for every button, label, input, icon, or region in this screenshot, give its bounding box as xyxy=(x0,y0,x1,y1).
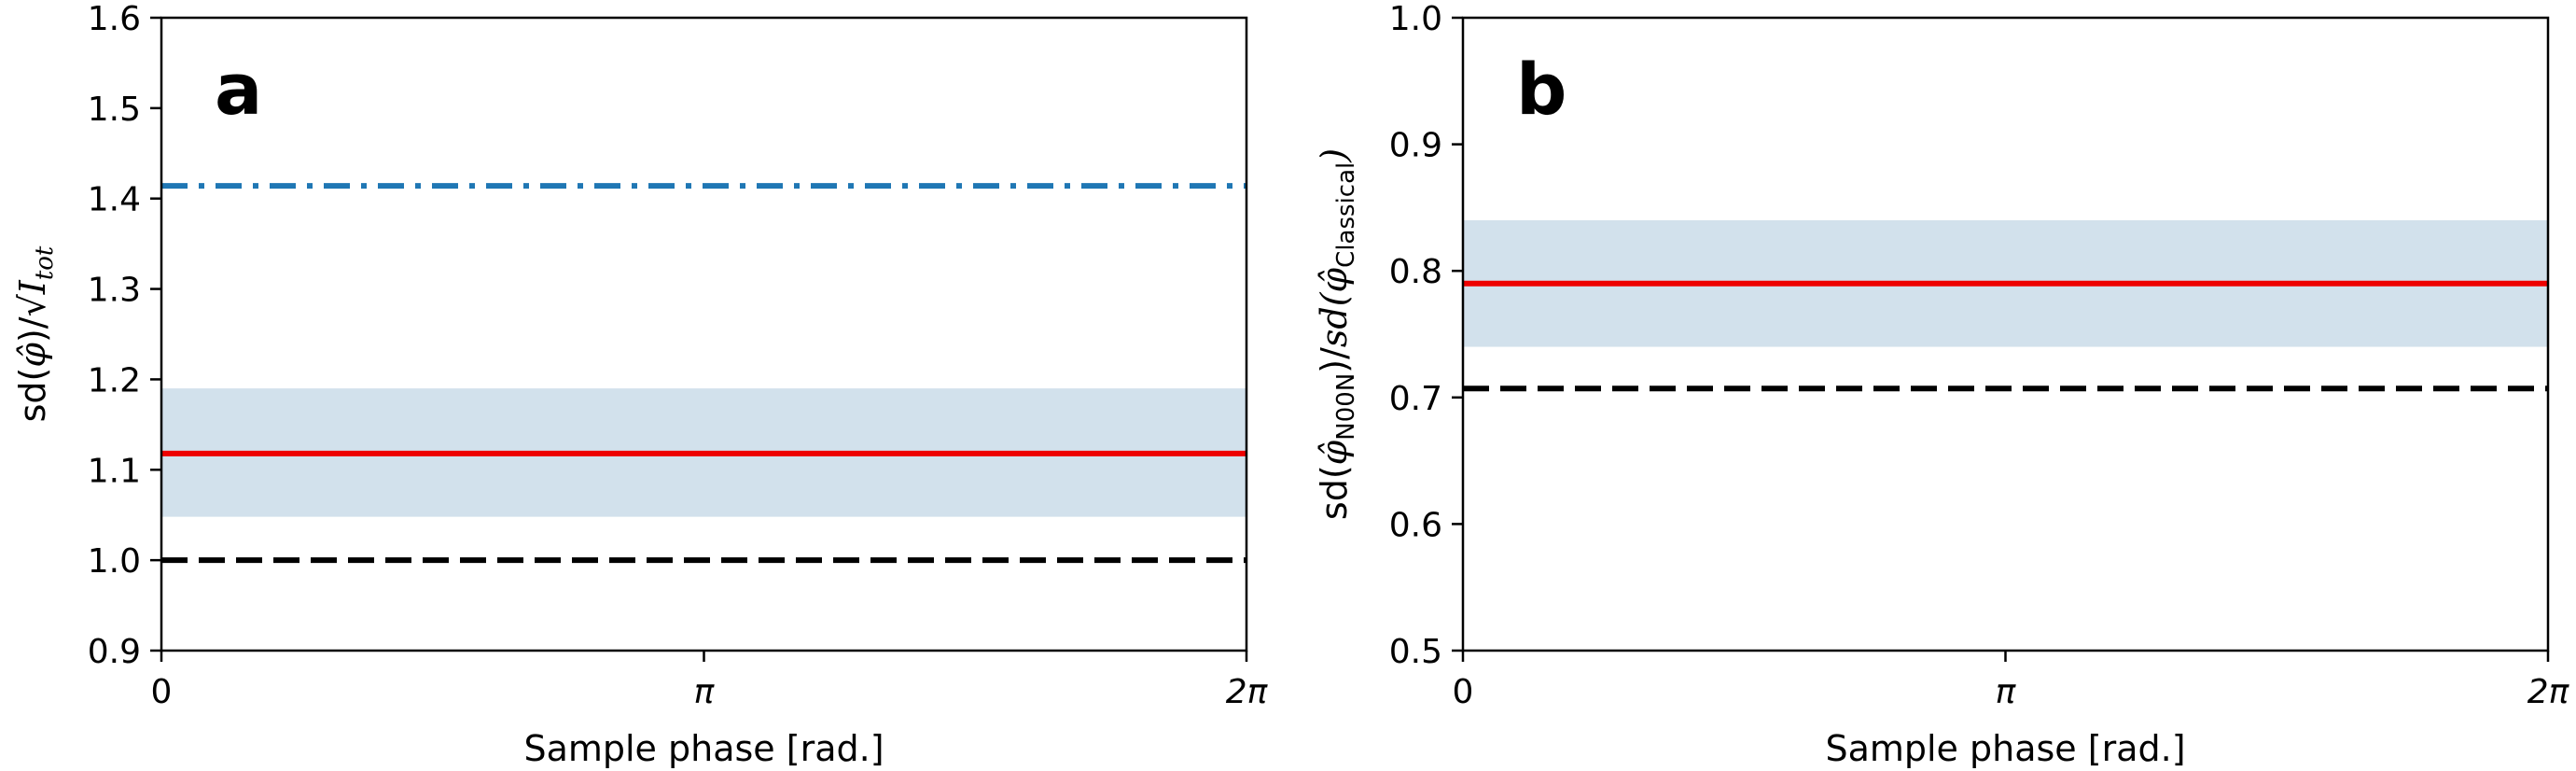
y-tick-label-a: 1.0 xyxy=(88,542,141,581)
series-group-a xyxy=(161,183,1246,564)
y-tick-label-b: 0.7 xyxy=(1389,380,1442,418)
ylabel-b-sub2: Classical xyxy=(1332,162,1360,268)
ylabel-b-close: ) xyxy=(1314,148,1355,163)
ylabel-b-open: ( xyxy=(1314,291,1355,306)
y-ticks-b: 0.5 0.6 0.7 0.8 0.9 1.0 xyxy=(1389,0,1463,671)
ylabel-a-phi: φ̂ xyxy=(12,343,53,368)
y-axis-label-b: sd(φ̂N00N)/sd(φ̂Classical) xyxy=(1314,148,1360,520)
y-tick-label-a: 1.3 xyxy=(88,272,141,310)
x-tick-label-a: 2π xyxy=(1226,673,1269,711)
x-axis-label-a: Sample phase [rad.] xyxy=(523,728,884,769)
panel-letter-b: b xyxy=(1516,48,1566,131)
series-group-b xyxy=(1463,280,2548,392)
ylabel-b-mid: )/ xyxy=(1314,347,1355,373)
y-tick-label-a: 1.6 xyxy=(88,0,141,38)
ylabel-a-pre: sd( xyxy=(12,368,53,423)
chart-panel-b: 0 π 2π 0.5 0.6 0.7 0.8 0.9 1.0 b Sample phase [… xyxy=(1314,0,2570,769)
x-axis-label-b: Sample phase [rad.] xyxy=(1825,728,2185,769)
x-tick-label-a: π xyxy=(694,673,716,711)
y-tick-label-a: 0.9 xyxy=(88,633,141,671)
axes-frame-a xyxy=(160,16,1248,652)
y-axis-label-a: sd(φ̂)/√Itot xyxy=(12,245,59,422)
chart-panel-a: 0 π 2π 0.9 1.0 1.1 1.2 1.3 1.4 1.5 1.6 a Sample p… xyxy=(12,0,1269,769)
x-ticks-b: 0 π 2π xyxy=(1453,651,2570,711)
ylabel-a-sub: tot xyxy=(31,245,59,280)
ylabel-b-pre: sd( xyxy=(1314,465,1355,520)
y-tick-label-a: 1.2 xyxy=(88,361,141,400)
x-ticks-a: 0 π 2π xyxy=(151,651,1269,711)
ylabel-b-phi1: φ̂ xyxy=(1314,440,1355,465)
y-tick-label-b: 0.5 xyxy=(1389,633,1442,671)
y-tick-label-b: 0.6 xyxy=(1389,506,1442,544)
ylabel-b-phi2: φ̂ xyxy=(1314,267,1355,292)
ylabel-b-sub1: N00N xyxy=(1332,373,1360,441)
y-tick-label-a: 1.1 xyxy=(88,452,141,490)
ylabel-b-sd: sd xyxy=(1314,306,1355,347)
x-tick-label-a: 0 xyxy=(151,673,173,711)
y-tick-label-b: 0.8 xyxy=(1389,253,1442,291)
ylabel-a-I: I xyxy=(12,279,53,295)
x-tick-label-b: π xyxy=(1996,673,2017,711)
y-tick-label-b: 1.0 xyxy=(1389,0,1442,38)
y-tick-label-a: 1.5 xyxy=(88,91,141,129)
x-tick-label-b: 2π xyxy=(2527,673,2570,711)
y-tick-label-a: 1.4 xyxy=(88,181,141,219)
y-ticks-a: 0.9 1.0 1.1 1.2 1.3 1.4 1.5 1.6 xyxy=(88,0,161,671)
x-tick-label-b: 0 xyxy=(1453,673,1474,711)
y-tick-label-b: 0.9 xyxy=(1389,127,1442,165)
ylabel-a-mid: )/√ xyxy=(12,293,53,343)
panel-letter-a: a xyxy=(215,48,262,131)
